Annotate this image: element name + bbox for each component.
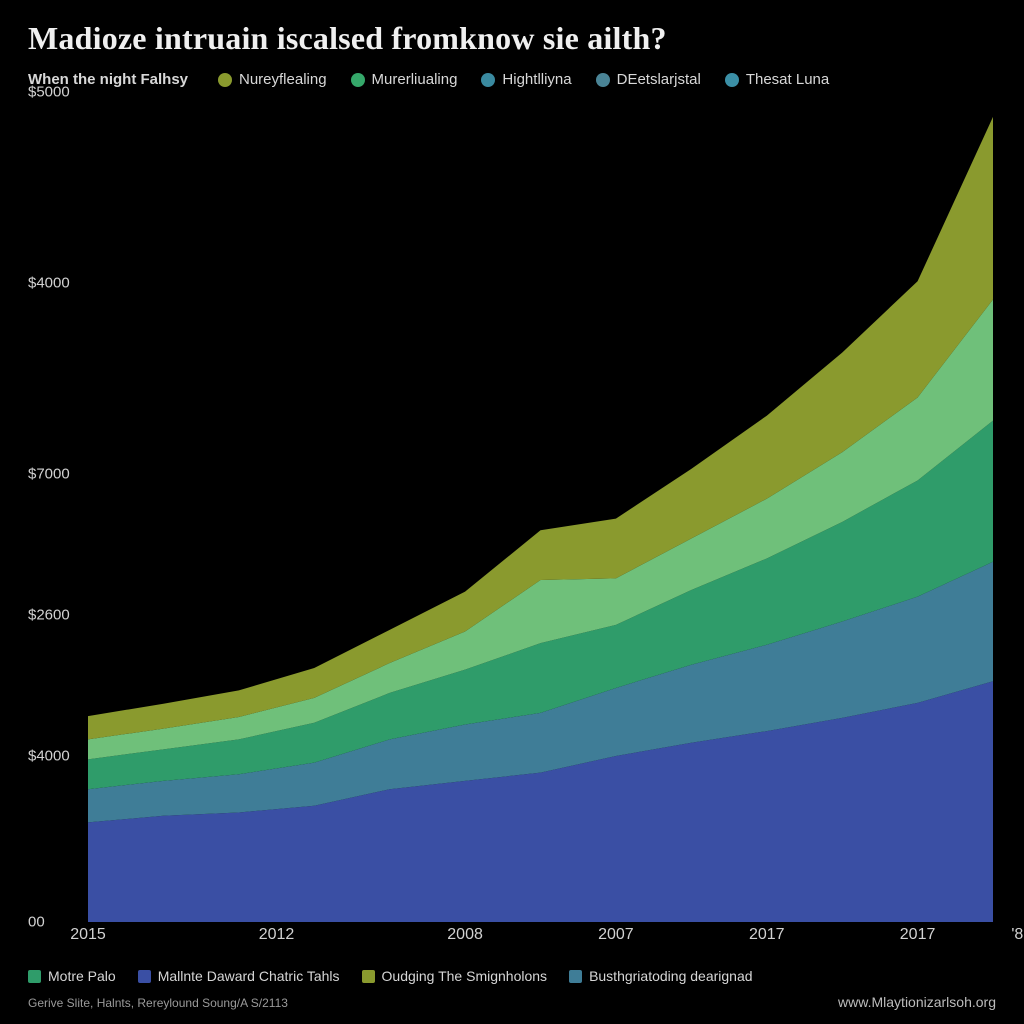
- legend-swatch: [569, 970, 582, 983]
- chart-container: Madioze intruain iscalsed fromknow sie a…: [0, 0, 1024, 1024]
- legend-item: Hightlliyna: [481, 71, 571, 88]
- legend-label: DEetslarjstal: [617, 71, 701, 88]
- plot-area: $5000$4000$7000$2600$400000 201520122008…: [28, 92, 993, 922]
- legend-item: Murerliualing: [351, 71, 458, 88]
- x-tick-label: 2012: [259, 926, 295, 944]
- legend-label: Oudging The Smignholons: [382, 968, 548, 984]
- legend-top: When the night Falhsy NureyflealingMurer…: [28, 71, 996, 88]
- legend-label: Murerliualing: [372, 71, 458, 88]
- legend-item: DEetslarjstal: [596, 71, 701, 88]
- legend-swatch: [28, 970, 41, 983]
- legend-bottom: Motre Palo Mallnte Daward Chatric Tahls Ou…: [28, 968, 753, 984]
- legend-swatch: [481, 73, 495, 87]
- x-tick-label: '8180: [1011, 926, 1024, 944]
- legend-swatch: [138, 970, 151, 983]
- legend-item: Motre Palo: [28, 968, 116, 984]
- legend-swatch: [596, 73, 610, 87]
- y-tick-label: $4000: [28, 274, 70, 291]
- y-tick-label: $7000: [28, 465, 70, 482]
- legend-item: Oudging The Smignholons: [362, 968, 548, 984]
- x-tick-label: 2007: [598, 926, 634, 944]
- source-text: Gerive Slite, Halnts, Rereylound Soung/A…: [28, 996, 288, 1010]
- legend-label: Mallnte Daward Chatric Tahls: [158, 968, 340, 984]
- y-tick-label: $2600: [28, 606, 70, 623]
- legend-item: Mallnte Daward Chatric Tahls: [138, 968, 340, 984]
- legend-label: Thesat Luna: [746, 71, 829, 88]
- legend-item: Thesat Luna: [725, 71, 829, 88]
- x-tick-label: 2017: [900, 926, 936, 944]
- y-tick-label: 00: [28, 914, 45, 931]
- chart-title: Madioze intruain iscalsed fromknow sie a…: [28, 20, 996, 57]
- x-tick-label: 2017: [749, 926, 785, 944]
- x-tick-label: 2008: [447, 926, 483, 944]
- site-text: www.Mlaytionizarlsoh.org: [838, 994, 996, 1010]
- area-chart-svg: [88, 92, 993, 922]
- legend-label: Busthgriatoding dearignad: [589, 968, 752, 984]
- x-axis-labels: 201520122008200720172017'8180: [88, 926, 993, 948]
- legend-swatch: [725, 73, 739, 87]
- y-tick-label: $5000: [28, 84, 70, 101]
- legend-label: Hightlliyna: [502, 71, 571, 88]
- legend-swatch: [351, 73, 365, 87]
- legend-swatch: [218, 73, 232, 87]
- legend-item: Busthgriatoding dearignad: [569, 968, 752, 984]
- legend-label: Nureyflealing: [239, 71, 327, 88]
- legend-label: Motre Palo: [48, 968, 116, 984]
- y-tick-label: $4000: [28, 748, 70, 765]
- legend-item: Nureyflealing: [218, 71, 327, 88]
- x-tick-label: 2015: [70, 926, 106, 944]
- legend-swatch: [362, 970, 375, 983]
